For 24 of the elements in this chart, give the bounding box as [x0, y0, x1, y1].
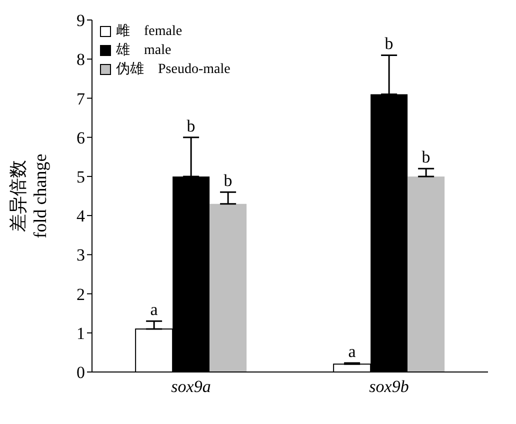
bar	[408, 176, 445, 372]
x-tick-label: sox9a	[171, 377, 211, 396]
legend-label: 雄 male	[116, 42, 172, 60]
y-tick-label: 0	[76, 363, 85, 382]
data-label: b	[384, 34, 394, 54]
y-tick-label: 4	[76, 206, 86, 226]
y-tick-label: 1	[76, 324, 85, 343]
y-tick-label: 8	[76, 50, 85, 70]
data-label: b	[224, 171, 232, 190]
data-label: a	[348, 342, 356, 362]
legend-label: 雌 female	[116, 22, 182, 41]
data-label: b	[422, 148, 430, 167]
y-tick-label: 7	[76, 89, 86, 108]
data-label: b	[186, 116, 196, 136]
x-tick-label: sox9b	[369, 377, 409, 396]
legend-label: 伪雄 Pseudo-male	[116, 60, 230, 79]
bar	[210, 204, 247, 372]
y-axis-title: 差异倍数 fold change	[8, 154, 50, 238]
data-label: a	[150, 300, 158, 320]
y-tick-label: 9	[76, 11, 85, 30]
y-tick-label: 2	[76, 284, 85, 304]
y-tick-label: 3	[76, 246, 85, 265]
y-tick-label: 5	[76, 167, 85, 186]
y-tick-label: 6	[76, 128, 85, 148]
